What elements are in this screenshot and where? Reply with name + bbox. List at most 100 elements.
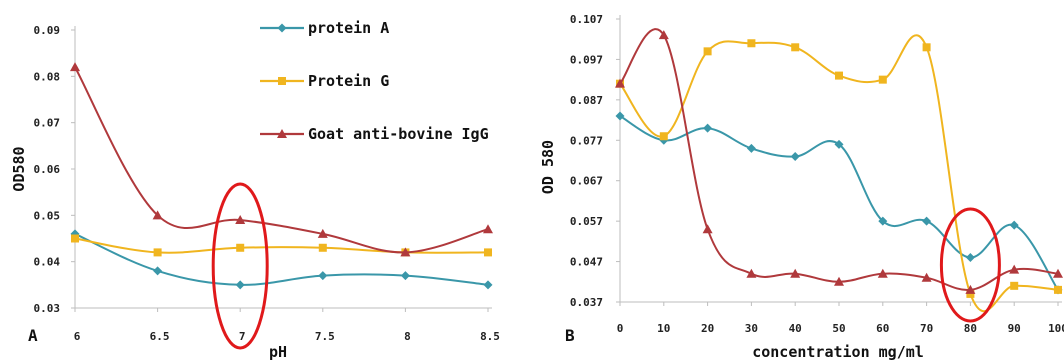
x-tick-label: 80 (964, 322, 977, 335)
data-point (965, 284, 976, 294)
x-axis-title: concentration mg/ml (752, 343, 924, 361)
y-tick-label: 0.107 (570, 13, 603, 26)
data-point (746, 268, 757, 278)
legend: protein A Protein G Goat anti-bovine IgG (260, 19, 489, 143)
data-point (483, 280, 493, 290)
y-tick-label: 0.037 (570, 296, 603, 309)
data-point (922, 43, 931, 52)
y-tick-label: 0.09 (34, 24, 61, 37)
data-point (965, 253, 975, 263)
data-point (921, 272, 932, 282)
y-tick-label: 0.08 (34, 70, 61, 83)
x-axis-title: pH (269, 343, 287, 361)
x-tick-label: 50 (832, 322, 845, 335)
x-tick-label: 6 (74, 330, 81, 343)
x-tick-label: 7 (239, 330, 246, 343)
x-tick-label: 0 (617, 322, 624, 335)
legend-label: protein A (308, 19, 389, 37)
data-point (790, 268, 801, 278)
y-tick-label: 0.067 (570, 175, 603, 188)
y-tick-label: 0.05 (34, 209, 61, 222)
highlight-ellipse (211, 182, 269, 350)
y-tick-label: 0.097 (570, 53, 603, 66)
series-line-1 (74, 232, 489, 286)
x-tick-label: 7.5 (315, 330, 335, 343)
data-point (1009, 264, 1020, 274)
x-tick-label: 8.5 (480, 330, 500, 343)
data-point (153, 248, 162, 257)
data-point (834, 139, 844, 149)
series-line-3 (619, 28, 1059, 291)
data-point (236, 243, 245, 252)
data-point (152, 210, 163, 220)
data-point (400, 247, 411, 257)
y-tick-label: 0.06 (34, 163, 61, 176)
data-point (877, 268, 888, 278)
y-tick-label: 0.087 (570, 94, 603, 107)
x-tick-label: 70 (920, 322, 933, 335)
y-tick-label: 0.047 (570, 256, 603, 269)
data-point (1053, 268, 1063, 278)
series-line-1 (619, 115, 1059, 291)
x-tick-label: 40 (789, 322, 802, 335)
y-tick-label: 0.07 (34, 117, 61, 130)
data-point (834, 276, 844, 286)
x-tick-label: 90 (1008, 322, 1021, 335)
data-point (484, 248, 492, 257)
data-point (746, 143, 756, 153)
legend-marker (277, 129, 287, 138)
data-point (703, 123, 713, 133)
x-tick-label: 30 (745, 322, 758, 335)
panel-label: A (28, 326, 38, 345)
highlight-ellipse (939, 207, 1001, 323)
data-point (1009, 220, 1019, 230)
data-point (483, 224, 493, 234)
x-tick-label: 6.5 (150, 330, 170, 343)
legend-label: Protein G (308, 72, 389, 90)
data-point (235, 214, 246, 224)
chart-panel-a: 0.03 0.04 0.05 0.06 0.07 0.08 0.09 6 6.5 7 7.5 8 8.5… (10, 19, 500, 361)
data-point (318, 243, 327, 252)
y-tick-label: 0.057 (570, 215, 603, 228)
y-axis-title: OD580 (10, 146, 28, 191)
data-point (318, 271, 328, 281)
x-tick-label: 20 (701, 322, 714, 335)
series-line-3 (74, 66, 489, 254)
legend-marker (278, 77, 286, 85)
x-tick-label: 100 (1048, 322, 1064, 335)
data-point (615, 78, 625, 88)
data-point (878, 216, 888, 226)
data-point (1010, 281, 1019, 290)
data-point (659, 132, 668, 141)
legend-label: Goat anti-bovine IgG (308, 125, 489, 143)
y-tick-label: 0.04 (34, 256, 61, 269)
data-point (703, 47, 712, 56)
legend-marker (277, 23, 287, 33)
data-point (1054, 285, 1062, 294)
data-point (70, 62, 80, 72)
series-line-2 (619, 34, 1059, 313)
data-point (400, 271, 410, 281)
x-tick-label: 60 (876, 322, 889, 335)
data-point (966, 289, 975, 298)
y-axis-title: OD 580 (539, 140, 557, 194)
data-point (658, 30, 669, 40)
data-point (702, 224, 713, 234)
y-tick-label: 0.077 (570, 134, 603, 147)
data-point (153, 266, 163, 276)
x-tick-label: 8 (404, 330, 411, 343)
data-point (922, 216, 932, 226)
data-point (615, 111, 625, 121)
chart-panel-b: 0.037 0.047 0.057 0.067 0.077 0.087 0.097 0.107… (539, 13, 1064, 361)
data-point (790, 151, 800, 161)
data-point (835, 71, 843, 80)
data-point (317, 228, 328, 238)
panel-label: B (565, 326, 575, 345)
x-tick-label: 10 (657, 322, 670, 335)
data-point (71, 234, 79, 243)
data-point (747, 39, 756, 48)
data-point (235, 280, 245, 290)
data-point (878, 75, 887, 84)
y-tick-label: 0.03 (34, 302, 61, 315)
